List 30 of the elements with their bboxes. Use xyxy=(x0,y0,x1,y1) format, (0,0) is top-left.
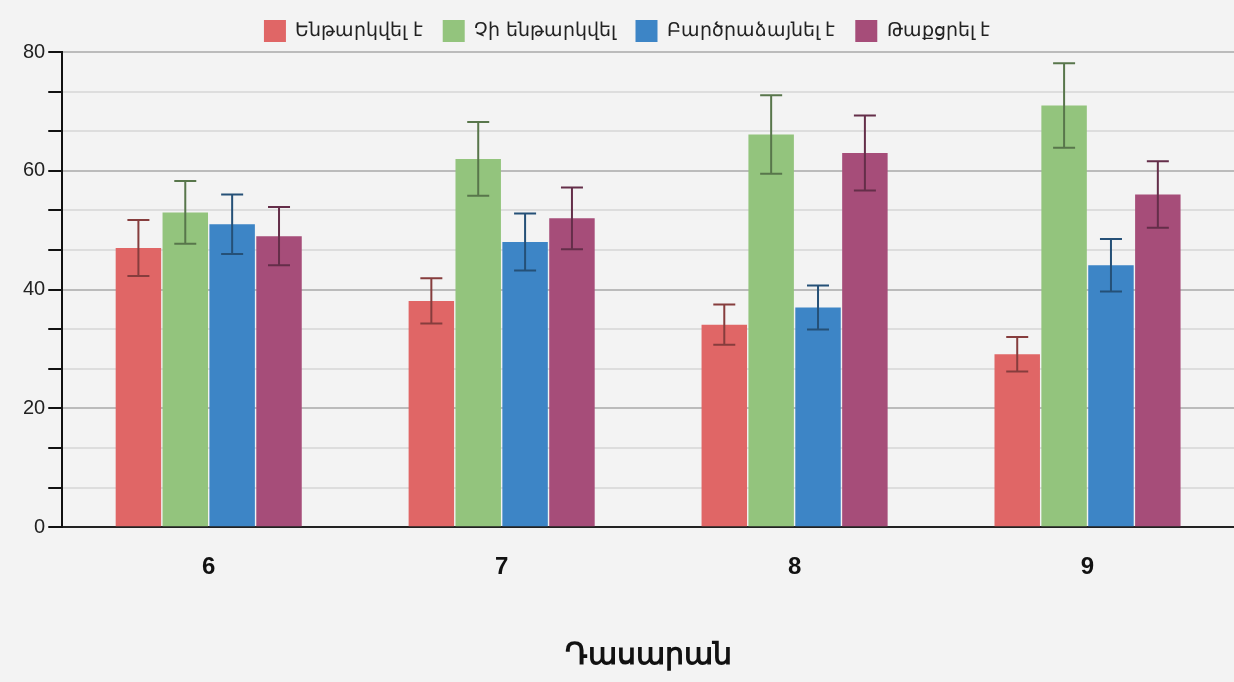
y-tick-label: 60 xyxy=(23,158,46,181)
bar xyxy=(162,212,209,527)
bar xyxy=(502,242,548,527)
bar xyxy=(842,152,888,527)
x-tick-label: 6 xyxy=(202,552,216,580)
bar xyxy=(1135,194,1181,527)
y-tick-label: 80 xyxy=(23,39,46,62)
x-tick-label: 8 xyxy=(787,552,802,580)
bar xyxy=(549,218,595,527)
bar xyxy=(1088,265,1134,527)
bar xyxy=(1041,105,1087,527)
bar xyxy=(455,158,501,527)
bar xyxy=(209,224,255,527)
legend-label: Թաքցրել է xyxy=(886,19,991,41)
bar xyxy=(994,354,1040,527)
y-tick-label: 20 xyxy=(23,395,46,418)
legend-label: Ենթարկվել է xyxy=(295,19,423,41)
bar xyxy=(748,134,794,527)
y-tick-label: 40 xyxy=(23,277,46,300)
legend-label: Բարծրաձայնել է xyxy=(667,19,836,41)
bar xyxy=(256,236,302,527)
legend-label: Չի ենթարկվել xyxy=(474,19,617,41)
x-tick-label: 9 xyxy=(1080,552,1095,580)
bar xyxy=(115,248,162,527)
x-axis-title: Դասարան xyxy=(564,637,732,672)
bar xyxy=(701,324,748,527)
bar xyxy=(408,300,455,527)
x-tick-label: 7 xyxy=(494,552,509,580)
bar xyxy=(795,307,841,527)
y-tick-label: 0 xyxy=(34,514,46,537)
